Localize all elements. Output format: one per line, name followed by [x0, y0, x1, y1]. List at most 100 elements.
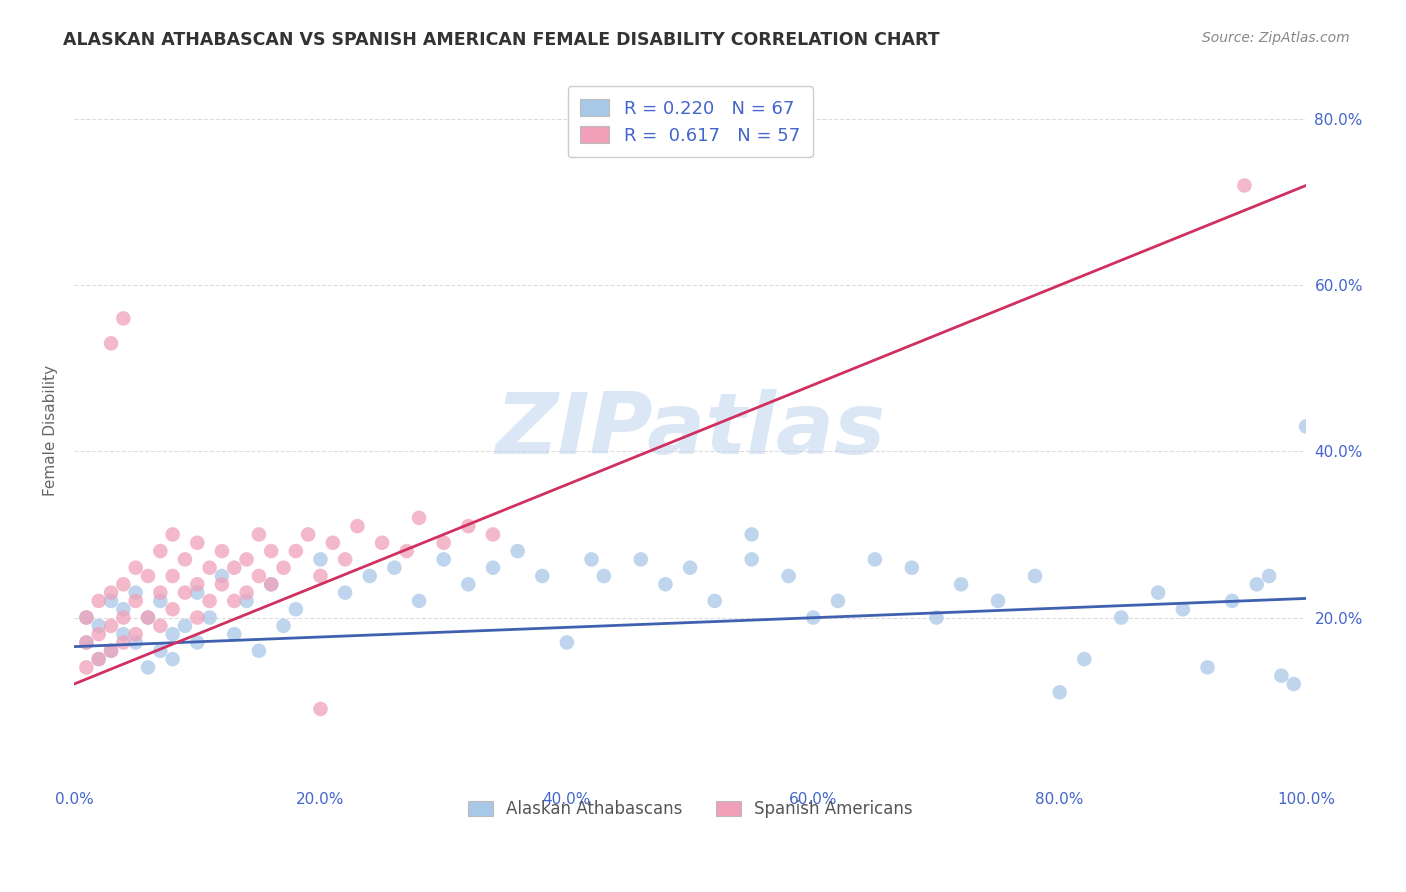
Point [703, 594, 725, 608]
Point [112, 635, 135, 649]
Point [211, 544, 233, 558]
Point [162, 652, 184, 666]
Point [174, 619, 197, 633]
Point [260, 544, 283, 558]
Point [408, 511, 430, 525]
Point [863, 552, 886, 566]
Point [309, 552, 332, 566]
Point [100, 585, 122, 599]
Point [125, 635, 148, 649]
Point [384, 560, 406, 574]
Point [149, 544, 172, 558]
Point [741, 527, 763, 541]
Point [162, 527, 184, 541]
Point [100, 644, 122, 658]
Point [1258, 569, 1281, 583]
Point [654, 577, 676, 591]
Point [925, 610, 948, 624]
Point [186, 535, 208, 549]
Point [1147, 585, 1170, 599]
Point [75, 660, 97, 674]
Point [1197, 660, 1219, 674]
Point [1073, 652, 1095, 666]
Point [592, 569, 614, 583]
Point [136, 569, 159, 583]
Point [506, 544, 529, 558]
Point [457, 577, 479, 591]
Point [1295, 419, 1317, 434]
Point [1171, 602, 1194, 616]
Point [950, 577, 973, 591]
Point [801, 610, 824, 624]
Point [162, 627, 184, 641]
Point [224, 560, 246, 574]
Point [100, 619, 122, 633]
Point [531, 569, 554, 583]
Point [827, 594, 849, 608]
Point [100, 644, 122, 658]
Point [186, 635, 208, 649]
Point [75, 610, 97, 624]
Point [247, 527, 270, 541]
Point [112, 610, 135, 624]
Point [1246, 577, 1268, 591]
Point [1220, 594, 1243, 608]
Point [778, 569, 800, 583]
Point [433, 552, 456, 566]
Point [482, 527, 505, 541]
Point [457, 519, 479, 533]
Point [112, 311, 135, 326]
Point [260, 577, 283, 591]
Point [395, 544, 418, 558]
Text: Source: ZipAtlas.com: Source: ZipAtlas.com [1202, 31, 1350, 45]
Point [309, 569, 332, 583]
Point [284, 602, 307, 616]
Point [125, 560, 148, 574]
Point [581, 552, 603, 566]
Point [136, 610, 159, 624]
Point [235, 552, 257, 566]
Point [211, 577, 233, 591]
Point [1282, 677, 1305, 691]
Point [186, 585, 208, 599]
Point [162, 569, 184, 583]
Text: ALASKAN ATHABASCAN VS SPANISH AMERICAN FEMALE DISABILITY CORRELATION CHART: ALASKAN ATHABASCAN VS SPANISH AMERICAN F… [63, 31, 939, 49]
Point [679, 560, 702, 574]
Point [87, 652, 110, 666]
Point [186, 577, 208, 591]
Point [75, 635, 97, 649]
Point [346, 519, 368, 533]
Point [901, 560, 924, 574]
Point [149, 619, 172, 633]
Point [284, 544, 307, 558]
Legend: Alaskan Athabascans, Spanish Americans: Alaskan Athabascans, Spanish Americans [461, 794, 920, 825]
Point [149, 644, 172, 658]
Point [112, 627, 135, 641]
Point [224, 627, 246, 641]
Point [87, 619, 110, 633]
Point [198, 594, 221, 608]
Point [136, 660, 159, 674]
Point [75, 635, 97, 649]
Point [87, 594, 110, 608]
Point [125, 585, 148, 599]
Point [322, 535, 344, 549]
Point [149, 585, 172, 599]
Point [273, 560, 295, 574]
Point [433, 535, 456, 549]
Point [987, 594, 1010, 608]
Point [247, 569, 270, 583]
Point [1049, 685, 1071, 699]
Point [741, 552, 763, 566]
Text: ZIPatlas: ZIPatlas [495, 389, 886, 472]
Point [247, 644, 270, 658]
Point [297, 527, 319, 541]
Point [371, 535, 394, 549]
Point [235, 585, 257, 599]
Point [198, 610, 221, 624]
Point [260, 577, 283, 591]
Point [198, 560, 221, 574]
Point [125, 627, 148, 641]
Point [136, 610, 159, 624]
Y-axis label: Female Disability: Female Disability [44, 365, 58, 496]
